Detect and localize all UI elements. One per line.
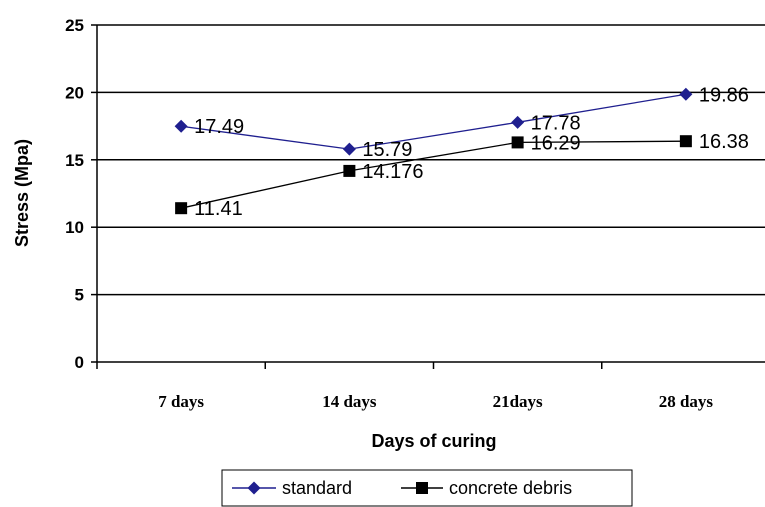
y-tick-label: 25 [65,16,84,35]
legend-label: standard [282,478,352,498]
data-label: 17.78 [531,112,581,134]
y-tick-label: 10 [65,218,84,237]
y-tick-label: 20 [65,83,84,102]
gridlines [91,24,765,369]
x-tick-label: 21days [493,392,543,411]
y-tick-labels: 0 5 10 15 20 25 [65,16,84,372]
y-tick-label: 5 [75,286,84,305]
legend-label: concrete debris [449,478,572,498]
series-standard: 17.49 15.79 17.78 19.86 [174,84,749,161]
diamond-marker [679,87,693,101]
x-tick-labels: 7 days 14 days 21days 28 days [158,392,713,411]
series-layer: 17.49 15.79 17.78 19.86 11.41 14.176 16.29 16.3… [174,84,749,220]
square-marker [679,135,692,148]
axes [96,25,765,363]
diamond-marker [174,119,188,133]
legend-entry: concrete debris [401,478,572,498]
data-label: 19.86 [699,84,749,106]
x-tick-label: 14 days [322,392,377,411]
series-line [181,93,686,150]
series-line [180,140,686,209]
y-tick-label: 0 [75,353,84,372]
x-tick-label: 28 days [659,392,714,411]
x-axis-title: Days of curing [371,431,496,451]
legend: standard concrete debris [221,469,633,507]
square-marker [343,164,356,177]
data-label: 11.41 [194,198,243,220]
square-marker [175,202,188,215]
diamond-marker [342,142,356,156]
y-axis-title: Stress (Mpa) [12,139,32,247]
square-marker [511,136,524,149]
square-marker [416,482,428,494]
legend-entry: standard [232,478,352,498]
data-label: 16.29 [531,132,581,154]
x-tick-label: 7 days [158,392,204,411]
data-label: 15.79 [362,139,412,161]
y-tick-label: 15 [65,151,84,170]
data-label: 14.176 [362,161,423,183]
diamond-marker [511,115,525,129]
series-concrete-debris: 11.41 14.176 16.29 16.38 [175,131,749,220]
data-label: 16.38 [699,131,749,153]
data-label: 17.49 [194,116,244,138]
diamond-marker [247,481,261,495]
